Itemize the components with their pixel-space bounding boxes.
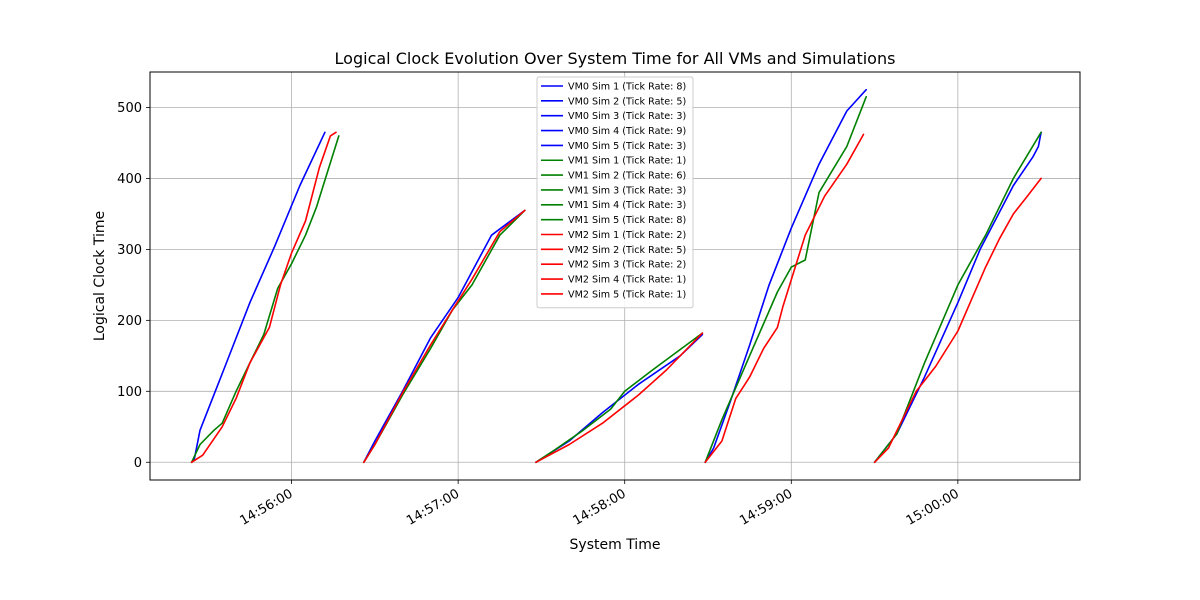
- y-tick-label: 0: [134, 456, 142, 471]
- legend-label: VM2 Sim 3 (Tick Rate: 2): [568, 260, 686, 271]
- series-line-vm2-sim-4: [704, 133, 865, 464]
- series-line-vm0-sim-2: [363, 209, 526, 464]
- series-line-vm2-sim-5: [873, 177, 1042, 464]
- chart-title: Logical Clock Evolution Over System Time…: [335, 49, 896, 68]
- legend-box: [536, 76, 694, 309]
- y-tick-label: 500: [117, 101, 142, 116]
- legend: VM0 Sim 1 (Tick Rate: 8) VM0 Sim 2 (Tick …: [536, 76, 694, 309]
- y-tick-label: 200: [117, 314, 142, 329]
- legend-label: VM0 Sim 5 (Tick Rate: 3): [568, 141, 686, 152]
- legend-label: VM0 Sim 3 (Tick Rate: 3): [568, 111, 686, 122]
- series-line-vm1-sim-1: [190, 135, 340, 464]
- y-axis: 0 100 200 300 400 500: [117, 101, 150, 471]
- series-line-vm2-sim-2: [363, 209, 526, 464]
- y-tick-label: 100: [117, 385, 142, 400]
- legend-label: VM1 Sim 4 (Tick Rate: 3): [568, 200, 686, 211]
- series-line-vm2-sim-3: [535, 332, 704, 464]
- y-tick-label: 300: [117, 243, 142, 258]
- legend-label: VM1 Sim 3 (Tick Rate: 3): [568, 185, 686, 196]
- legend-label: VM1 Sim 2 (Tick Rate: 6): [568, 171, 686, 182]
- legend-label: VM1 Sim 1 (Tick Rate: 1): [568, 156, 686, 167]
- series-line-vm1-sim-5: [873, 131, 1042, 464]
- plot-frame: [149, 71, 1081, 481]
- series-line-vm1-sim-3: [535, 332, 704, 464]
- series-line-vm0-sim-4: [704, 88, 867, 464]
- x-axis-label: System Time: [570, 537, 661, 553]
- y-axis-label: Logical Clock Time: [92, 211, 108, 341]
- series-line-vm2-sim-1: [190, 131, 337, 464]
- legend-label: VM2 Sim 5 (Tick Rate: 1): [568, 289, 686, 300]
- series-line-vm0-sim-5: [873, 131, 1042, 464]
- series-line-vm1-sim-4: [704, 96, 867, 464]
- legend-label: VM2 Sim 4 (Tick Rate: 1): [568, 274, 686, 285]
- legend-label: VM0 Sim 2 (Tick Rate: 5): [568, 96, 686, 107]
- legend-label: VM0 Sim 1 (Tick Rate: 8): [568, 81, 686, 92]
- legend-label: VM2 Sim 2 (Tick Rate: 5): [568, 245, 686, 256]
- legend-label: VM1 Sim 5 (Tick Rate: 8): [568, 215, 686, 226]
- series-lines: [190, 88, 1042, 464]
- legend-label: VM0 Sim 4 (Tick Rate: 9): [568, 126, 686, 137]
- legend-label: VM2 Sim 1 (Tick Rate: 2): [568, 230, 686, 241]
- y-tick-label: 400: [117, 172, 142, 187]
